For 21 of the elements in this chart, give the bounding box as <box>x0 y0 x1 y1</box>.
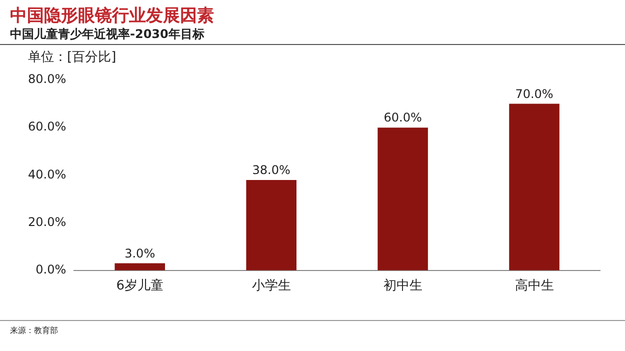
y-tick-label: 60.0% <box>28 120 66 134</box>
bar <box>114 263 165 270</box>
bar <box>246 180 296 270</box>
data-label: 60.0% <box>384 110 422 125</box>
y-tick-label: 40.0% <box>28 167 66 182</box>
y-tick-label: 0.0% <box>36 262 66 277</box>
chart-title: 中国隐形眼镜行业发展因素 <box>10 5 214 27</box>
data-label: 3.0% <box>124 246 156 260</box>
source-note: 来源：教育部 <box>10 325 58 336</box>
y-axis-title: 单位：[百分比] <box>28 49 116 66</box>
y-tick-label: 80.0% <box>28 72 66 86</box>
x-tick-label: 6岁儿童 <box>116 278 164 294</box>
y-tick-label: 20.0% <box>28 214 66 229</box>
bar <box>509 104 560 270</box>
chart-subtitle: 中国儿童青少年近视率-2030年目标 <box>10 26 204 43</box>
bar <box>378 128 428 270</box>
data-label: 70.0% <box>515 86 554 101</box>
x-tick-label: 小学生 <box>252 278 291 294</box>
data-label: 38.0% <box>252 163 290 178</box>
x-tick-label: 高中生 <box>514 278 554 294</box>
x-tick-label: 初中生 <box>383 278 422 294</box>
